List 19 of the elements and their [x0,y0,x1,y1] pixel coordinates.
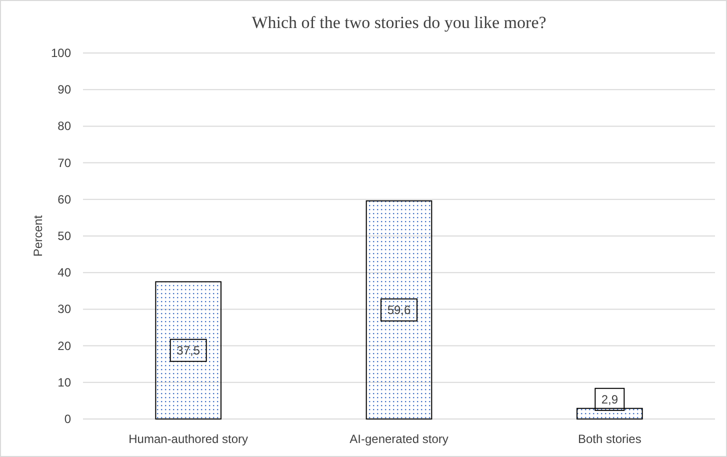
y-tick-label: 50 [58,229,72,243]
y-axis-title: Percent [31,214,45,257]
y-tick-label: 90 [58,82,72,97]
y-tick-label: 30 [58,302,72,316]
y-tick-label: 10 [58,375,72,390]
y-tick-label: 20 [58,338,72,353]
y-tick-label: 0 [64,412,72,426]
x-tick-label: Human-authored story [128,432,248,446]
y-tick-label: 40 [58,266,72,280]
data-label: 37,5 [176,343,200,358]
y-tick-label: 80 [58,119,72,134]
chart-title: Which of the two stories do you like more? [252,13,546,32]
y-tick-label: 100 [50,46,72,60]
y-tick-label: 60 [58,192,72,206]
y-tick-label: 70 [58,156,72,170]
data-label: 2,9 [601,392,618,406]
data-label: 59,6 [387,302,411,317]
x-tick-label: AI-generated story [350,432,448,446]
x-tick-label: Both stories [578,432,642,446]
